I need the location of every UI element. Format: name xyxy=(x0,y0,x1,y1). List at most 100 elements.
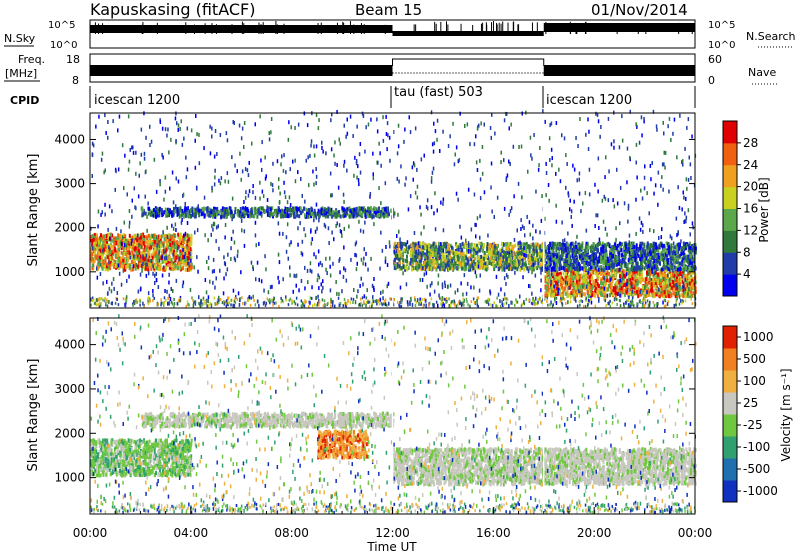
heatmap-cell xyxy=(567,259,570,264)
heatmap-cell xyxy=(443,244,446,249)
heatmap-cell xyxy=(126,264,129,269)
heatmap-cell xyxy=(427,247,430,252)
heatmap-cell xyxy=(179,238,182,243)
heatmap-cell xyxy=(173,260,176,265)
heatmap-cell xyxy=(552,246,555,251)
nsky-label: N.Sky xyxy=(4,32,36,45)
heatmap-cell xyxy=(153,237,156,242)
heatmap-cell xyxy=(660,282,662,286)
heatmap-cell xyxy=(203,206,206,211)
heatmap-cell xyxy=(179,243,182,248)
heatmap-cell xyxy=(165,243,168,248)
heatmap-cell xyxy=(343,213,346,218)
heatmap-cell xyxy=(447,246,449,251)
heatmap-cell xyxy=(430,259,433,264)
heatmap-cell xyxy=(560,293,563,298)
heatmap-cell xyxy=(186,253,189,258)
heatmap-cell xyxy=(190,236,193,241)
heatmap-cell xyxy=(110,252,113,257)
heatmap-cell xyxy=(139,240,142,245)
heatmap-cell xyxy=(641,285,644,290)
heatmap-cell xyxy=(94,247,97,252)
heatmap-cell xyxy=(181,245,184,250)
heatmap-cell xyxy=(148,239,151,244)
heatmap-cell xyxy=(563,286,566,291)
heatmap-cell xyxy=(119,241,122,246)
heatmap-cell xyxy=(119,260,122,265)
heatmap-cell xyxy=(108,257,110,262)
nave-step xyxy=(392,58,545,66)
heatmap-cell xyxy=(167,233,170,238)
heatmap-cell xyxy=(153,264,156,269)
heatmap-cell xyxy=(595,272,598,277)
heatmap-cell xyxy=(410,243,413,248)
heatmap-cell xyxy=(639,244,642,249)
heatmap-cell xyxy=(448,251,451,256)
heatmap-cell xyxy=(680,293,683,298)
heatmap-cell xyxy=(499,252,502,257)
heatmap-cell xyxy=(454,265,456,270)
heatmap-cell xyxy=(557,246,560,251)
heatmap-cell xyxy=(328,211,331,216)
heatmap-cell xyxy=(321,209,324,214)
heatmap-cell xyxy=(178,264,181,269)
heatmap-cell xyxy=(190,239,193,244)
heatmap-cell xyxy=(237,209,240,213)
heatmap-cell xyxy=(116,253,119,258)
heatmap-cell xyxy=(312,214,315,218)
heatmap-cell xyxy=(442,257,445,262)
heatmap-cell xyxy=(122,258,125,263)
heatmap-cell xyxy=(153,240,156,244)
heatmap-cell xyxy=(585,256,588,261)
heatmap-cell xyxy=(600,260,603,264)
heatmap-cell xyxy=(298,214,301,219)
heatmap-cell xyxy=(546,256,549,261)
heatmap-cell xyxy=(398,253,401,258)
heatmap-cell xyxy=(110,232,112,237)
heatmap-cell xyxy=(143,235,146,240)
heatmap-cell xyxy=(184,213,187,218)
heatmap-cell xyxy=(138,248,141,253)
heatmap-cell xyxy=(149,208,152,213)
heatmap-cell xyxy=(682,241,685,246)
heatmap-cell xyxy=(480,254,483,259)
heatmap-cell xyxy=(163,210,166,215)
heatmap-cell xyxy=(324,214,327,219)
heatmap-cell xyxy=(582,292,585,297)
heatmap-cell xyxy=(630,250,633,255)
heatmap-cell xyxy=(623,288,626,293)
heatmap-cell xyxy=(449,255,452,260)
heatmap-cell xyxy=(128,233,131,238)
heatmap-cell xyxy=(95,240,98,245)
heatmap-cell xyxy=(102,239,105,244)
heatmap-cell xyxy=(220,210,223,215)
heatmap-cell xyxy=(145,236,148,241)
heatmap-cell xyxy=(633,245,636,249)
heatmap-cell xyxy=(142,212,145,217)
heatmap-cell xyxy=(171,247,174,252)
heatmap-cell xyxy=(170,243,173,248)
heatmap-cell xyxy=(663,290,666,295)
heatmap-cell xyxy=(148,245,151,250)
heatmap-cell xyxy=(299,210,302,215)
heatmap-cell xyxy=(670,293,673,298)
heatmap-cell xyxy=(189,247,192,252)
heatmap-cell xyxy=(551,266,553,271)
heatmap-cell xyxy=(169,238,172,243)
heatmap-cell xyxy=(348,214,351,219)
heatmap-cell xyxy=(138,263,141,268)
heatmap-cell xyxy=(132,257,134,262)
heatmap-cell xyxy=(155,250,158,255)
heatmap-cell xyxy=(560,279,563,284)
heatmap-cell xyxy=(152,210,155,215)
heatmap-cell xyxy=(471,263,474,268)
heatmap-cell xyxy=(334,209,337,214)
heatmap-cell xyxy=(298,208,301,213)
heatmap-cell xyxy=(182,255,184,260)
heatmap-cell xyxy=(174,234,177,239)
heatmap-cell xyxy=(170,259,173,264)
heatmap-cell xyxy=(385,206,388,211)
heatmap-cell xyxy=(354,214,357,219)
heatmap-cell xyxy=(463,267,466,272)
heatmap-cell xyxy=(92,257,95,262)
